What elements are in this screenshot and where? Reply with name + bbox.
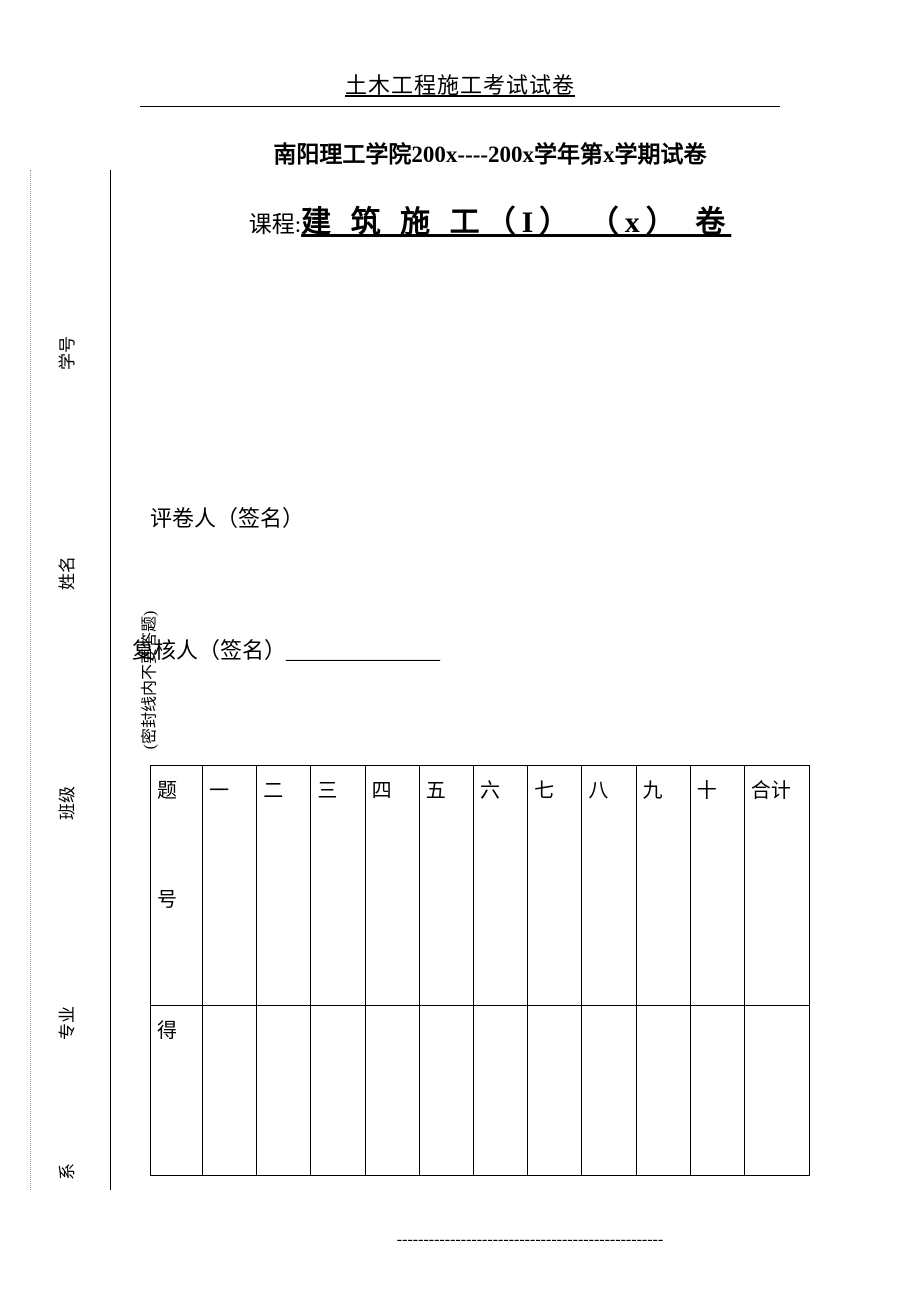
cell-col-1: 一 [203,766,257,1006]
cell-score-9 [636,1006,690,1176]
cell-col-7: 七 [528,766,582,1006]
course-prefix: 课程: [249,212,301,237]
table-row-header: 题 号 一 二 三 四 五 六 七 八 九 十 合计 [151,766,810,1006]
cell-col-9: 九 [636,766,690,1006]
table-row-score: 得 [151,1006,810,1176]
cell-col-5: 五 [419,766,473,1006]
cell-score-label: 得 [151,1006,203,1176]
label-ti: 题 [157,774,196,803]
grader-signature-line: 评卷人（签名） [150,501,830,533]
sidebar-label-id: 学号 [53,336,78,370]
seal-note: (密封线内不要答题) [135,611,159,750]
cell-col-2: 二 [257,766,311,1006]
cell-total-label: 合计 [744,766,809,1006]
footer-dashes: ----------------------------------------… [150,1231,830,1249]
cell-score-2 [257,1006,311,1176]
cell-score-8 [582,1006,636,1176]
reviewer-signature-line: 复核人（签名）______________ [132,633,830,665]
header-title: 土木工程施工考试试卷 [345,68,575,102]
score-table: 题 号 一 二 三 四 五 六 七 八 九 十 合计 得 [150,765,810,1176]
cell-col-6: 六 [473,766,527,1006]
cell-score-10 [690,1006,744,1176]
cell-question-label: 题 号 [151,766,203,1006]
label-hao: 号 [157,883,196,912]
cell-score-4 [365,1006,419,1176]
sidebar-label-class: 班级 [53,786,78,820]
sidebar-label-major: 专业 [53,1006,78,1040]
course-name: 建 筑 施 工（I） （x） 卷 [301,206,731,239]
course-line: 课程:建 筑 施 工（I） （x） 卷 [140,197,780,241]
sidebar-solid-border [110,170,111,1190]
cell-score-7 [528,1006,582,1176]
cell-score-5 [419,1006,473,1176]
cell-score-6 [473,1006,527,1176]
cell-col-10: 十 [690,766,744,1006]
sidebar-labels: 系 专业 班级 姓名 学号 [35,170,65,1190]
cell-score-1 [203,1006,257,1176]
sidebar-dotted-border [30,170,31,1190]
cell-col-4: 四 [365,766,419,1006]
cell-col-8: 八 [582,766,636,1006]
page-header: 土木工程施工考试试卷 南阳理工学院200x----200x学年第x学期试卷 课程… [0,0,920,241]
cell-col-3: 三 [311,766,365,1006]
sidebar-label-dept: 系 [53,1163,78,1180]
subtitle: 南阳理工学院200x----200x学年第x学期试卷 [140,135,780,169]
sidebar-seal-area: (密封线内不要答题) 系 专业 班级 姓名 学号 [0,170,120,1190]
header-underline [140,106,780,107]
cell-score-total [744,1006,809,1176]
cell-score-3 [311,1006,365,1176]
sidebar-label-name: 姓名 [53,556,78,590]
